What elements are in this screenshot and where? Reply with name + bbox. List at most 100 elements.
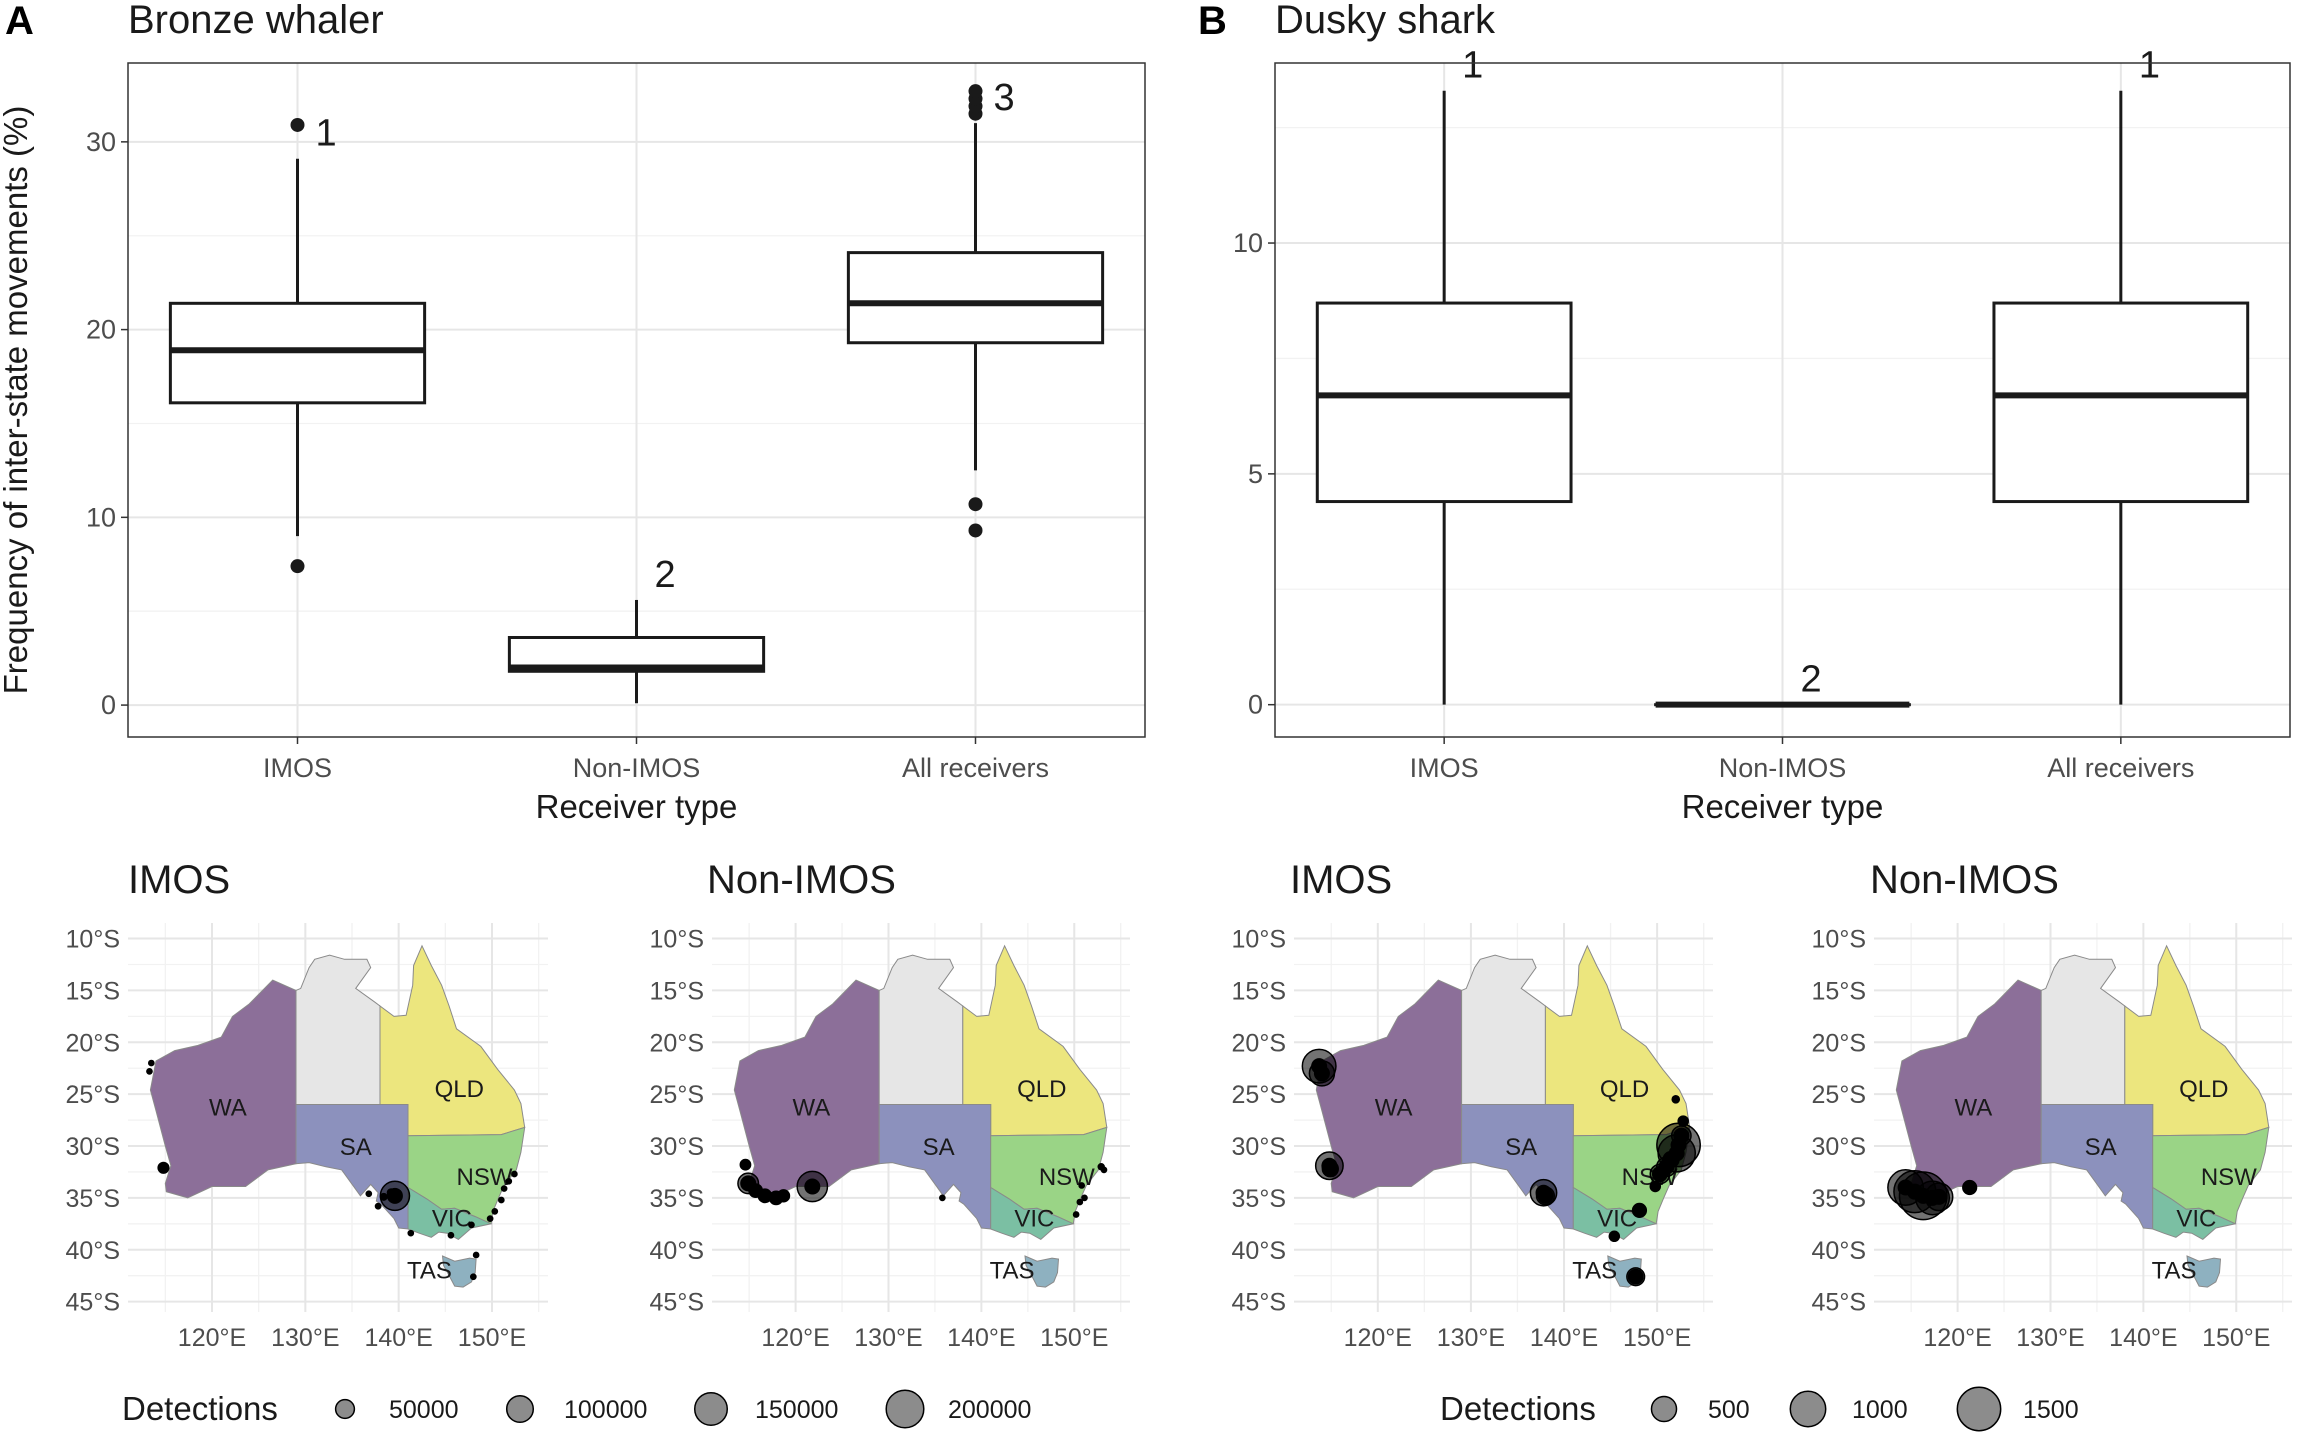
iqr-box [846, 251, 1105, 345]
detection-point-core [740, 1159, 751, 1170]
legend-size-circle [1789, 1390, 1827, 1428]
group-label: 3 [994, 77, 1015, 119]
lat-tick-label: 30°S [1232, 1133, 1286, 1161]
detection-point-core [146, 1068, 153, 1074]
detection-point-core [1322, 1160, 1339, 1177]
y-tick-label: 30 [86, 127, 116, 157]
detection-point-core [468, 1222, 475, 1228]
legend-size-circle [1956, 1386, 2002, 1432]
detection-point-core [1673, 1127, 1690, 1144]
detection-point-core [387, 1188, 395, 1197]
lat-tick-label: 40°S [1232, 1237, 1286, 1265]
lat-tick-label: 25°S [650, 1081, 704, 1109]
lat-tick-label: 20°S [650, 1029, 704, 1057]
detection-point-core [492, 1208, 498, 1214]
lat-tick-label: 10°S [1812, 926, 1866, 954]
detection-point-core [375, 1203, 381, 1209]
y-tick-label: 0 [1248, 690, 1263, 720]
legend-size-label: 50000 [389, 1396, 459, 1424]
y-tick-label: 5 [1248, 459, 1263, 489]
y-tick-label: 10 [86, 502, 116, 532]
lat-tick-label: 45°S [1812, 1289, 1866, 1317]
lon-tick-label: 150°E [2202, 1324, 2270, 1352]
state-vic [990, 1186, 1075, 1241]
state-label-sa: SA [923, 1134, 955, 1161]
state-label-qld: QLD [435, 1076, 484, 1103]
detection-point-core [939, 1195, 945, 1201]
lon-tick-label: 130°E [271, 1324, 339, 1352]
lon-tick-label: 140°E [1530, 1324, 1598, 1352]
detection-point-core [1627, 1268, 1644, 1285]
lat-tick-label: 20°S [1812, 1029, 1866, 1057]
lon-tick-label: 130°E [1437, 1324, 1505, 1352]
state-label-nsw: NSW [1039, 1164, 1095, 1191]
state-tas [2186, 1255, 2222, 1288]
state-sa [2040, 1104, 2154, 1230]
state-tas [1024, 1255, 1060, 1288]
group-label: 1 [2139, 45, 2160, 87]
detection-point-core [487, 1216, 493, 1222]
map-panel-imos-bronze-whaler: IMOS 10°S 15°S 20°S 25°S 30°S 35°S 40°S 45°S 120°… [66, 858, 548, 1352]
lat-tick-label: 25°S [1232, 1081, 1286, 1109]
legend-size-circle [1650, 1395, 1678, 1423]
lat-tick-label: 10°S [1232, 926, 1286, 954]
panel-title: Dusky shark [1275, 0, 1496, 42]
lat-tick-label: 20°S [66, 1029, 120, 1057]
detection-point-core [1897, 1179, 1914, 1196]
state-label-vic: VIC [1014, 1206, 1054, 1233]
detection-point-core [501, 1185, 507, 1192]
lat-tick-label: 15°S [1232, 977, 1286, 1005]
legend-title: Detections [1440, 1390, 1596, 1427]
detection-point-core [473, 1252, 479, 1258]
x-tick-label: All receivers [902, 753, 1049, 783]
box-imos: 1 IMOS [1315, 45, 1573, 783]
state-nt [2040, 954, 2126, 1105]
x-axis-title: Receiver type [536, 788, 738, 825]
lon-tick-label: 130°E [2016, 1324, 2084, 1352]
panel-letter-b: B [1198, 0, 1227, 43]
lat-tick-label: 30°S [66, 1133, 120, 1161]
legend-title: Detections [122, 1390, 278, 1427]
legend-size-circle [693, 1391, 729, 1427]
y-tick-label: 0 [101, 690, 116, 720]
detection-point-core [148, 1060, 154, 1066]
detection-point-core [366, 1191, 372, 1197]
lat-tick-label: 20°S [1232, 1029, 1286, 1057]
lat-tick-label: 15°S [66, 977, 120, 1005]
lon-tick-label: 130°E [854, 1324, 922, 1352]
lon-tick-label: 140°E [947, 1324, 1015, 1352]
lat-tick-label: 40°S [650, 1237, 704, 1265]
legend-size-label: 500 [1708, 1396, 1750, 1424]
detection-point-core [1632, 1203, 1647, 1218]
outlier-point [968, 523, 983, 538]
iqr-box [1315, 301, 1573, 504]
detection-point-core [1077, 1199, 1083, 1205]
state-nt [1461, 954, 1546, 1105]
legend-size-circle [334, 1398, 356, 1420]
group-label: 2 [655, 554, 676, 596]
state-wa [733, 979, 880, 1199]
detection-point-core [158, 1162, 169, 1174]
x-tick-label: Non-IMOS [1719, 753, 1847, 783]
detection-point-core [1609, 1231, 1620, 1242]
map-title: IMOS [1290, 858, 1392, 902]
x-tick-label: IMOS [1410, 753, 1479, 783]
state-label-tas: TAS [1572, 1257, 1617, 1284]
detection-point-core [777, 1189, 790, 1202]
lat-tick-label: 35°S [1232, 1185, 1286, 1213]
group-label: 1 [316, 113, 337, 155]
detection-point-core [498, 1197, 504, 1203]
lon-tick-label: 150°E [458, 1324, 526, 1352]
detection-point-core [1663, 1151, 1680, 1168]
group-label: 1 [1462, 45, 1483, 87]
lat-tick-label: 45°S [66, 1289, 120, 1317]
state-label-nsw: NSW [2201, 1164, 2257, 1191]
map-title: IMOS [128, 858, 230, 902]
outlier-point [968, 497, 983, 512]
state-label-vic: VIC [432, 1206, 472, 1233]
lat-tick-label: 40°S [66, 1237, 120, 1265]
legend-dusky-shark: Detections 500 1000 1500 [1440, 1386, 2079, 1432]
x-tick-label: Non-IMOS [573, 753, 701, 783]
state-label-qld: QLD [1017, 1076, 1066, 1103]
iqr-box [1992, 301, 2250, 504]
